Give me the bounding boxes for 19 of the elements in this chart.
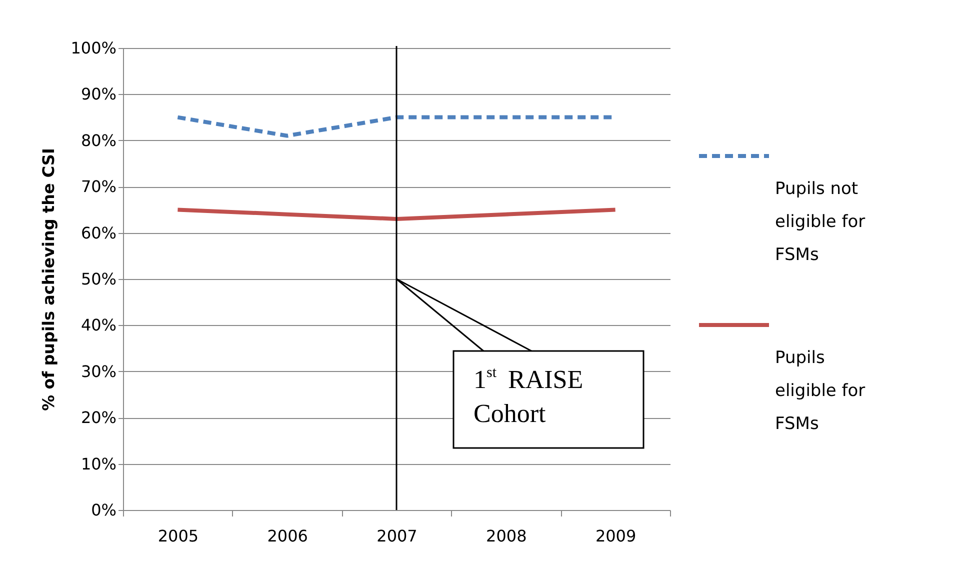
x-tick-label: 2005	[158, 526, 199, 546]
x-tick-label: 2007	[376, 526, 418, 546]
y-tick-label: 100%	[70, 38, 116, 58]
y-tick-label: 70%	[80, 177, 116, 196]
text: Pupils eligible for FSMs	[775, 348, 866, 434]
x-tick-label: 2008	[486, 526, 527, 546]
y-tick-label: 90%	[80, 84, 116, 104]
y-tick-label: 0%	[91, 500, 116, 520]
y-tick-label: 20%	[80, 408, 116, 428]
y-tick-label: 50%	[80, 270, 116, 288]
y-axis-title: % of pupils achieving the CSI	[38, 148, 58, 411]
y-tick-label: 80%	[80, 130, 116, 150]
x-tick-label: 2006	[267, 526, 308, 546]
text: Pupils not eligible for FSMs	[775, 179, 866, 265]
y-tick-label: 40%	[80, 316, 116, 335]
y-tick-label: 60%	[80, 223, 116, 242]
y-tick-label: 10%	[80, 454, 116, 474]
x-tick-label: 2009	[595, 526, 636, 546]
y-tick-label: 30%	[80, 362, 116, 381]
